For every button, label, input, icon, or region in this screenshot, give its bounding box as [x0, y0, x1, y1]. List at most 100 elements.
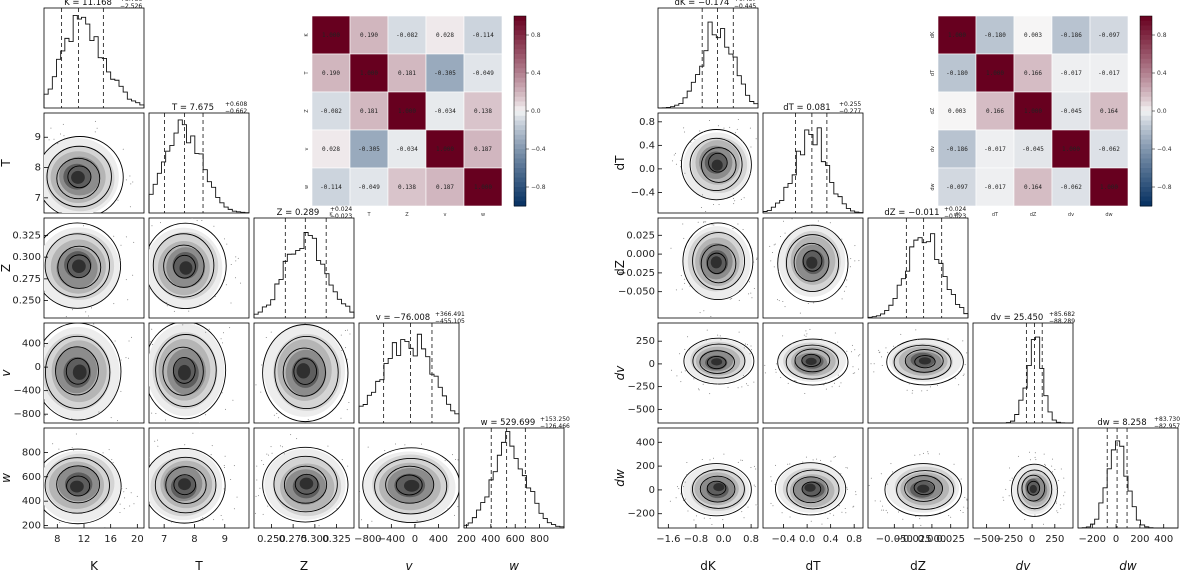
- sample-point: [73, 449, 75, 451]
- sample-point: [296, 438, 298, 440]
- heatmap-cell-value: 1.000: [474, 184, 492, 191]
- colorbar-segment: [514, 92, 526, 98]
- y-tick-label-dw: 400: [636, 437, 655, 448]
- heatmap-cell-value: 1.000: [1024, 108, 1042, 115]
- sample-point: [279, 445, 281, 447]
- sample-point: [121, 488, 123, 490]
- sample-point: [824, 512, 826, 514]
- sample-point: [809, 328, 811, 330]
- heatmap-cell: [1013, 167, 1053, 207]
- sample-point: [760, 241, 761, 242]
- sample-point: [71, 418, 73, 420]
- sample-point: [120, 359, 122, 361]
- sample-point: [742, 228, 744, 230]
- sample-point: [887, 483, 889, 485]
- sample-point: [444, 460, 446, 462]
- contour-2: [699, 350, 735, 374]
- sample-point: [119, 511, 121, 513]
- heatmap-cell-value: -0.017: [984, 184, 1006, 191]
- sample-point: [168, 451, 170, 453]
- y-axis-label-dw: dw: [613, 469, 627, 487]
- sample-point: [686, 461, 688, 463]
- sample-point: [749, 127, 751, 129]
- sample-point: [933, 464, 935, 466]
- contour-2: [904, 349, 944, 373]
- sample-point: [846, 350, 848, 352]
- colorbar-segment: [1140, 30, 1152, 36]
- colorbar-segment: [1140, 96, 1152, 102]
- sample-point: [438, 531, 439, 532]
- x-tick-label-dv: 0: [1029, 534, 1035, 545]
- heatmap-cell-value: -0.045: [1060, 108, 1082, 115]
- sample-point: [23, 485, 24, 486]
- sample-point: [689, 285, 691, 287]
- sample-point: [746, 344, 748, 346]
- colorbar-tick-label: 0.0: [531, 108, 541, 115]
- sample-point: [962, 374, 964, 376]
- sample-point: [696, 515, 698, 517]
- sample-point: [155, 412, 157, 414]
- sample-point: [879, 351, 881, 353]
- sample-point: [680, 493, 682, 495]
- heatmap-cell: [425, 167, 465, 207]
- colorbar-tick-label: −0.4: [531, 146, 546, 153]
- heatmap-cell-value: -0.097: [946, 184, 968, 191]
- sample-point: [732, 193, 734, 195]
- y-tick-label-T: 8: [35, 163, 41, 174]
- sample-point: [171, 521, 173, 523]
- title-upper: +0.457: [734, 0, 756, 3]
- density-level: [299, 477, 314, 490]
- sample-point: [799, 312, 801, 314]
- heatmap-cell-value: -0.097: [1098, 32, 1120, 39]
- colorbar-segment: [1140, 49, 1152, 55]
- sample-point: [201, 217, 202, 218]
- density-group: [44, 218, 135, 318]
- sample-point: [671, 369, 673, 371]
- sample-point: [262, 513, 264, 515]
- sample-point: [268, 454, 270, 456]
- sample-point: [340, 334, 342, 336]
- sample-point: [164, 228, 166, 230]
- sample-point: [713, 457, 715, 459]
- colorbar-segment: [514, 25, 526, 31]
- colorbar-tick-label: 0.4: [531, 70, 541, 77]
- sample-point: [96, 127, 98, 129]
- sample-point: [1042, 523, 1044, 525]
- title-lower: −0.662: [225, 108, 247, 115]
- heatmap-cell: [349, 91, 389, 131]
- sample-point: [701, 194, 703, 196]
- heatmap-cell-value: -0.045: [1022, 146, 1044, 153]
- sample-point: [840, 473, 842, 475]
- contour-3: [801, 481, 822, 497]
- sample-point: [954, 377, 956, 379]
- density-group: [671, 119, 757, 213]
- heatmap-row-label: dw: [930, 183, 936, 190]
- sample-point: [851, 344, 853, 346]
- sample-point: [202, 517, 204, 519]
- sample-point: [114, 422, 116, 423]
- y-axis-label-v: v: [0, 369, 13, 377]
- sample-point: [147, 248, 148, 249]
- panel-T-T: [148, 112, 250, 214]
- sample-point: [737, 387, 739, 389]
- x-tick-label-dZ: 0.025: [936, 534, 965, 545]
- sample-point: [120, 487, 122, 489]
- title-main: dT = 0.081: [783, 103, 830, 113]
- sample-point: [859, 354, 861, 356]
- panel-v-Z: [253, 322, 358, 424]
- sample-point: [761, 369, 762, 370]
- panel-title: dv = 25.450 +85.682−88.289: [991, 311, 1076, 325]
- sample-point: [357, 358, 358, 359]
- sample-point: [129, 505, 131, 507]
- density-level: [178, 478, 191, 491]
- contour-0: [1011, 463, 1058, 517]
- sample-point: [57, 143, 59, 145]
- sample-point: [213, 225, 215, 227]
- sample-point: [151, 412, 153, 414]
- sample-point: [789, 516, 791, 518]
- colorbar-segment: [1140, 163, 1152, 169]
- panel-title: dT = 0.081 +0.255−0.277: [783, 101, 861, 115]
- sample-point: [1055, 500, 1057, 502]
- corner-plot-left: K = 11.168 +3.736−2.526 7 8 9 T T = 7.675 +0.60…: [0, 0, 570, 573]
- sample-point: [263, 493, 265, 495]
